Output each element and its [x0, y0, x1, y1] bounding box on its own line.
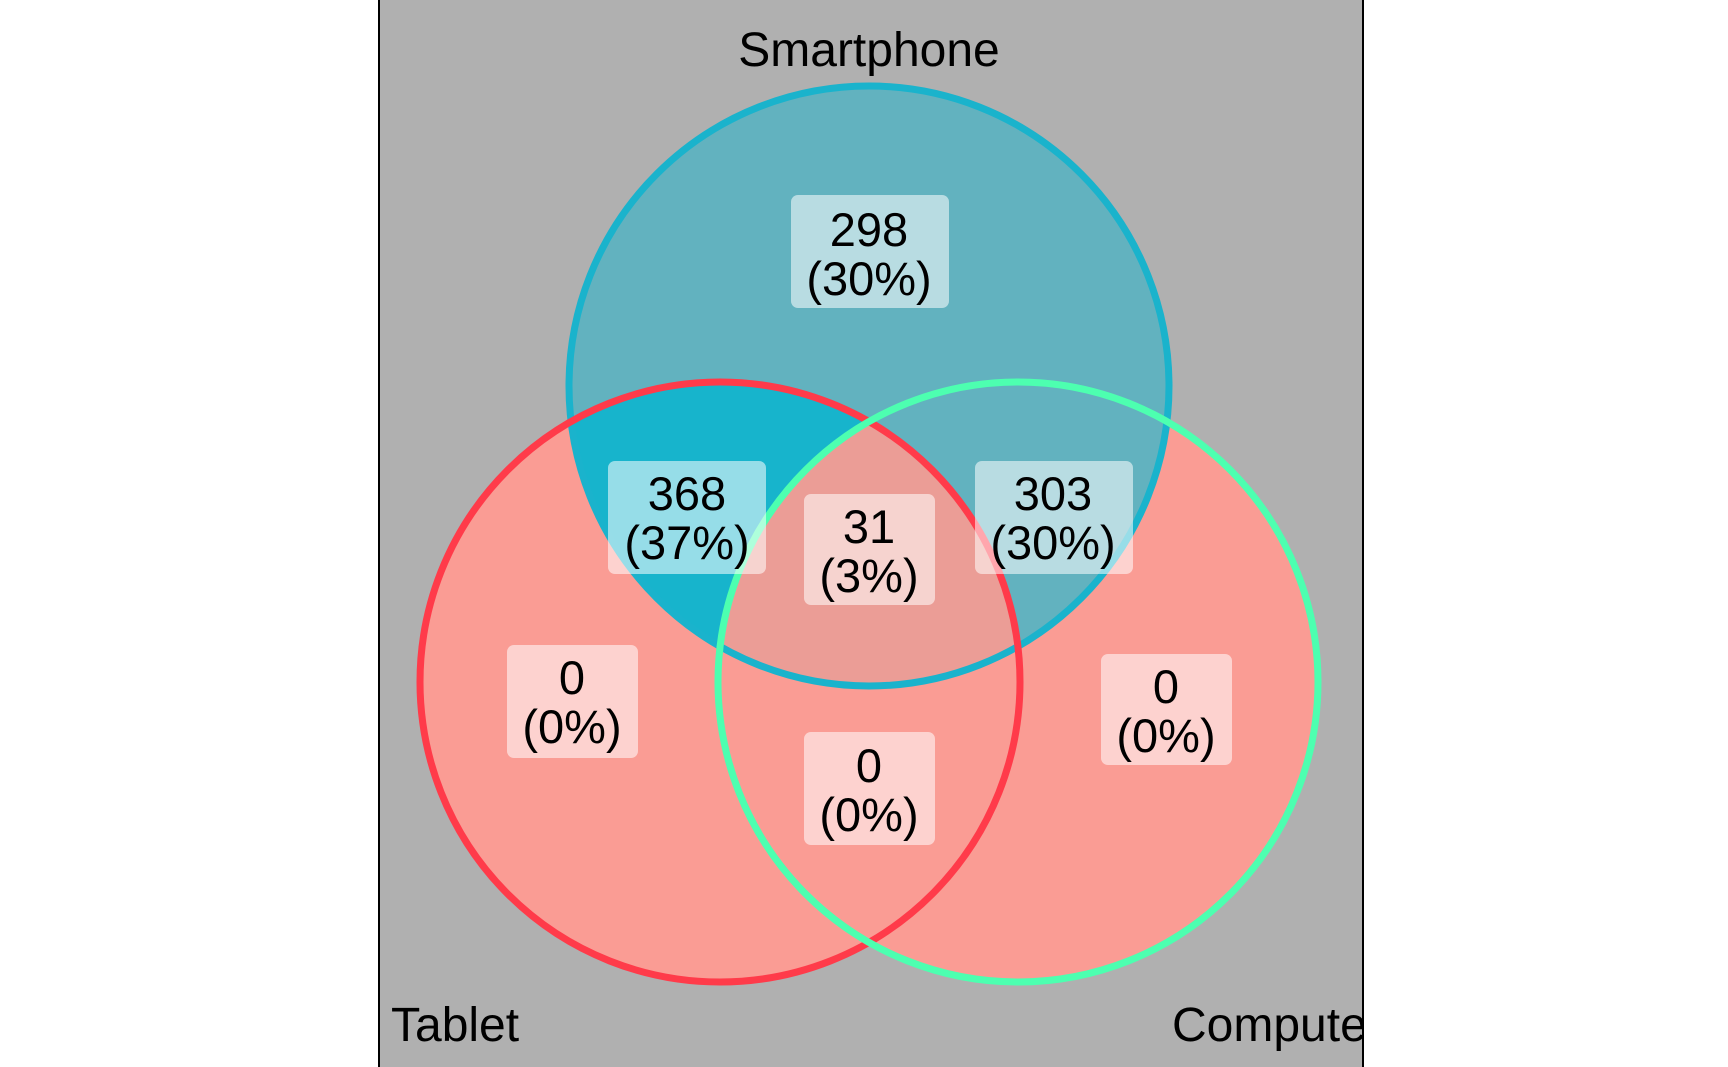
region-percent-computer-only: (0%) — [1116, 709, 1215, 762]
region-count-tablet-computer: 0 — [856, 739, 882, 792]
set-label-smartphone: Smartphone — [738, 24, 1000, 77]
label-box-computer-only — [1101, 654, 1232, 765]
region-percent-smartphone-computer: (30%) — [990, 516, 1115, 569]
region-percent-all-three: (3%) — [819, 549, 918, 602]
label-box-smartphone-computer — [975, 461, 1133, 574]
region-percent-smartphone-only: (30%) — [806, 252, 931, 305]
region-count-smartphone-tablet: 368 — [648, 467, 726, 520]
region-count-smartphone-only: 298 — [830, 203, 908, 256]
region-count-all-three: 31 — [843, 500, 895, 553]
label-box-tablet-computer — [804, 732, 935, 845]
region-count-tablet-only: 0 — [559, 651, 585, 704]
region-percent-smartphone-tablet: (37%) — [624, 516, 749, 569]
region-percent-tablet-only: (0%) — [522, 700, 621, 753]
label-box-all-three — [804, 494, 935, 605]
region-percent-tablet-computer: (0%) — [819, 788, 918, 841]
smartphone-circle — [565, 82, 1173, 690]
label-box-smartphone-tablet — [608, 461, 766, 574]
set-label-computer: Computer — [1172, 999, 1383, 1052]
panel-border — [378, 0, 1364, 1067]
computer-circle — [714, 378, 1322, 986]
label-box-smartphone-only — [791, 195, 949, 308]
tablet-circle — [416, 378, 1024, 986]
region-count-smartphone-computer: 303 — [1014, 467, 1092, 520]
set-label-tablet: Tablet — [391, 999, 519, 1052]
region-count-computer-only: 0 — [1153, 660, 1179, 713]
label-box-tablet-only — [507, 645, 638, 758]
